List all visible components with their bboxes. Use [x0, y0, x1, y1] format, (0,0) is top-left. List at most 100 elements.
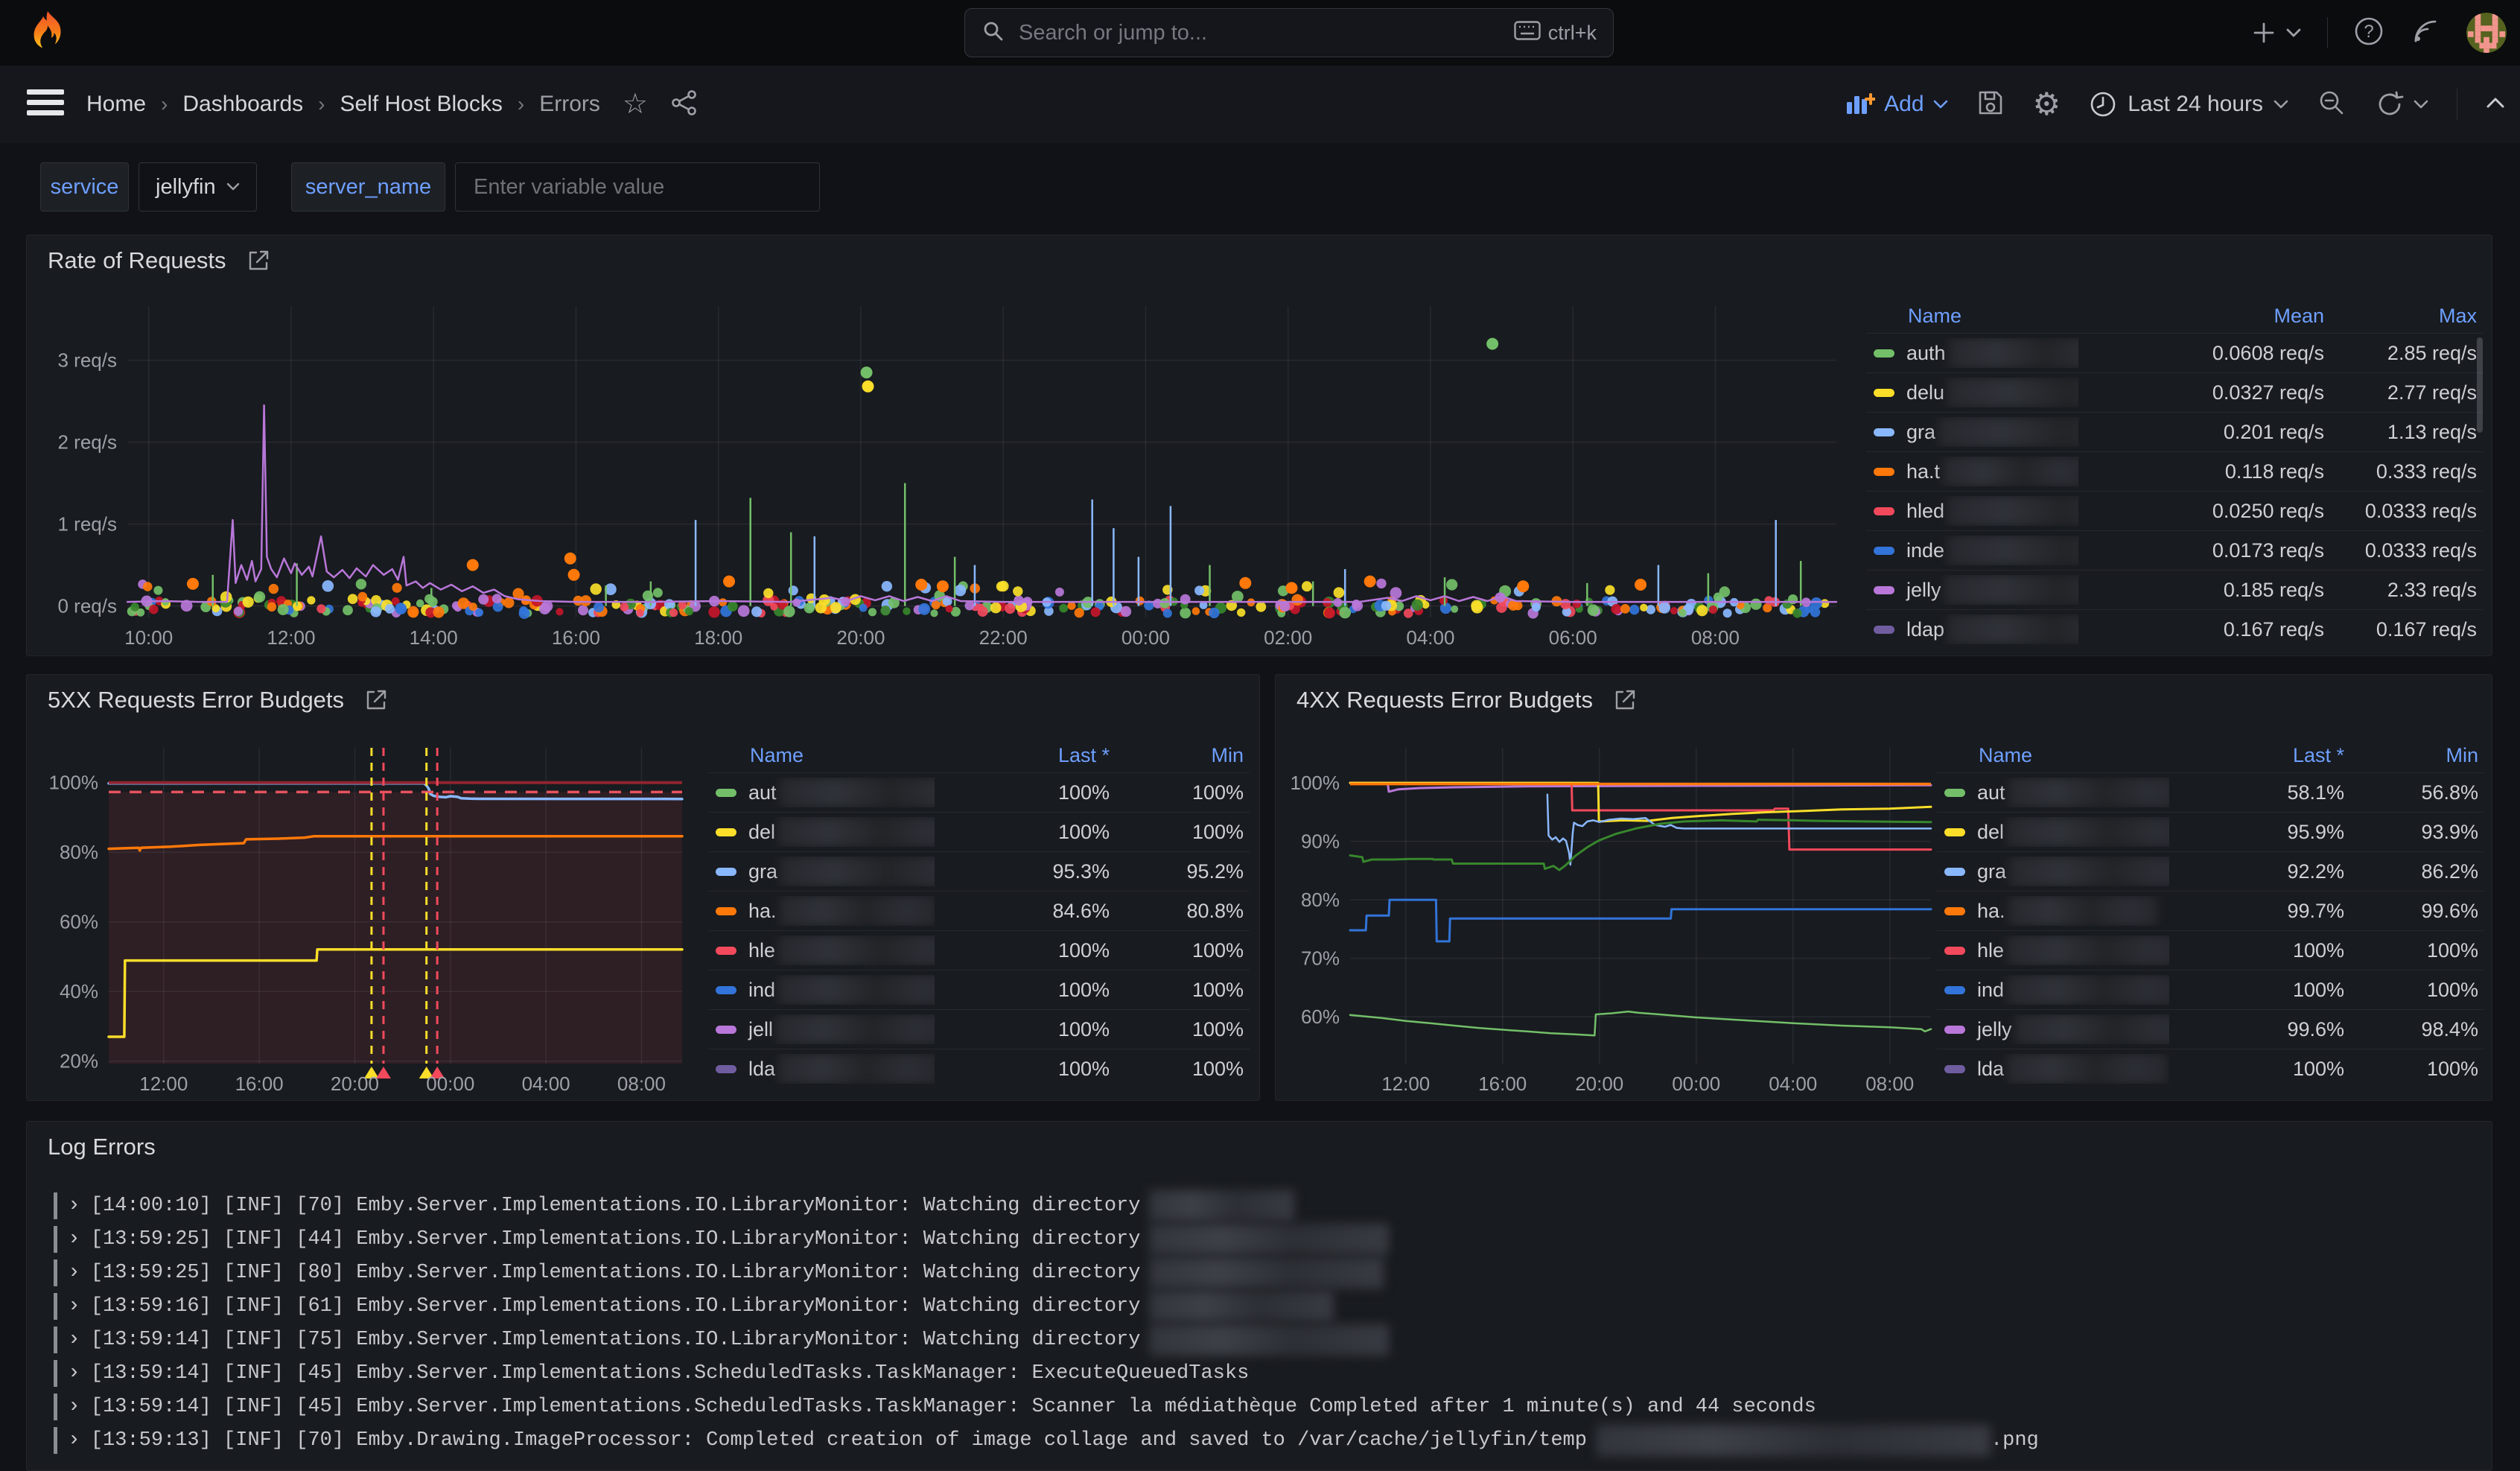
grafana-logo-icon[interactable]	[24, 9, 70, 57]
rate-chart-svg[interactable]: 0 req/s1 req/s2 req/s3 req/s10:0012:0014…	[38, 299, 1844, 649]
log-line[interactable]: ›[13:59:25] [INF] [80] Emby.Server.Imple…	[43, 1256, 2484, 1289]
legend-series-name[interactable]: auth	[1866, 338, 2078, 368]
legend-series-name[interactable]: jelly	[1866, 575, 2078, 605]
legend-series-name[interactable]: lda	[1937, 1054, 2169, 1084]
log-line[interactable]: ›[13:59:13] [INF] [70] Emby.Drawing.Imag…	[43, 1423, 2484, 1457]
user-avatar[interactable]	[2466, 13, 2507, 53]
legend-row[interactable]: ha.99.7%99.6%	[1937, 891, 2484, 930]
news-button[interactable]	[2410, 16, 2441, 51]
breadcrumb-folder[interactable]: Self Host Blocks	[340, 92, 502, 117]
legend-series-name[interactable]: ind	[1937, 975, 2169, 1005]
legend-series-name[interactable]: ha.	[1937, 896, 2169, 926]
legend-header-name[interactable]: Name	[708, 744, 935, 767]
dashboard-settings-button[interactable]: ⚙	[2033, 89, 2061, 120]
external-link-icon[interactable]	[363, 687, 389, 713]
legend-series-name[interactable]: del	[708, 817, 935, 847]
legend-header-name[interactable]: Name	[1937, 744, 2169, 767]
4xx-error-budgets-chart[interactable]: 60%70%80%90%100%12:0016:0020:0000:0004:0…	[1283, 727, 1938, 1099]
log-expand-chevron-icon[interactable]: ›	[68, 1395, 80, 1418]
legend-row[interactable]: jell100%100%	[708, 1009, 1250, 1049]
legend-series-name[interactable]: ldap	[1866, 614, 2078, 644]
refresh-button[interactable]	[2375, 89, 2428, 119]
share-button[interactable]	[670, 89, 699, 121]
legend-row[interactable]: ha.84.6%80.8%	[708, 891, 1250, 930]
err4xx-chart-svg[interactable]: 60%70%80%90%100%12:0016:0020:0000:0004:0…	[1283, 727, 1938, 1099]
legend-row[interactable]: gra0.201 req/s1.13 req/s	[1866, 412, 2483, 451]
legend-header-col2[interactable]: Last *	[935, 744, 1110, 767]
global-search[interactable]: ctrl+k	[964, 8, 1614, 57]
panel-title-rate[interactable]: Rate of Requests	[48, 247, 226, 274]
legend-series-name[interactable]: delu	[1866, 378, 2078, 407]
legend-series-name[interactable]: inde	[1866, 536, 2078, 565]
legend-series-name[interactable]: ha.	[708, 896, 935, 926]
legend-row[interactable]: hle100%100%	[708, 930, 1250, 970]
legend-series-name[interactable]: ha.t	[1866, 457, 2078, 486]
zoom-out-button[interactable]	[2317, 88, 2346, 121]
breadcrumb-dashboards[interactable]: Dashboards	[182, 92, 303, 117]
legend-row[interactable]: ind100%100%	[1937, 970, 2484, 1009]
panel-title-5xx[interactable]: 5XX Requests Error Budgets	[48, 687, 344, 714]
legend-series-name[interactable]: lda	[708, 1054, 935, 1084]
legend-series-name[interactable]: aut	[708, 778, 935, 807]
legend-row[interactable]: auth0.0608 req/s2.85 req/s	[1866, 333, 2483, 372]
legend-header-col3[interactable]: Max	[2324, 305, 2477, 328]
legend-series-name[interactable]: jell	[708, 1014, 935, 1044]
legend-series-name[interactable]: gra	[708, 857, 935, 886]
log-expand-chevron-icon[interactable]: ›	[68, 1194, 80, 1217]
rate-of-requests-chart[interactable]: 0 req/s1 req/s2 req/s3 req/s10:0012:0014…	[38, 299, 1844, 649]
legend-row[interactable]: del100%100%	[708, 812, 1250, 851]
legend-series-name[interactable]: ind	[708, 975, 935, 1005]
legend-row[interactable]: ind100%100%	[708, 970, 1250, 1009]
log-expand-chevron-icon[interactable]: ›	[68, 1261, 80, 1284]
legend-scrollbar[interactable]	[2477, 337, 2483, 433]
legend-header-col2[interactable]: Last *	[2169, 744, 2344, 767]
legend-series-name[interactable]: hle	[1937, 935, 2169, 965]
log-line[interactable]: ›[13:59:14] [INF] [75] Emby.Server.Imple…	[43, 1323, 2484, 1356]
legend-series-name[interactable]: jelly	[1937, 1014, 2169, 1044]
legend-series-name[interactable]: gra	[1937, 857, 2169, 886]
legend-series-name[interactable]: del	[1937, 817, 2169, 847]
log-expand-chevron-icon[interactable]: ›	[68, 1429, 80, 1452]
add-button[interactable]: Add	[1845, 92, 1947, 117]
legend-row[interactable]: gra92.2%86.2%	[1937, 851, 2484, 891]
search-input[interactable]	[1017, 20, 1502, 46]
log-line[interactable]: ›[13:59:14] [INF] [45] Emby.Server.Imple…	[43, 1356, 2484, 1390]
legend-row[interactable]: hle100%100%	[1937, 930, 2484, 970]
collapse-header-button[interactable]	[2486, 97, 2505, 112]
variable-service-value-dropdown[interactable]: jellyfin	[139, 162, 257, 212]
legend-series-name[interactable]: hle	[708, 935, 935, 965]
panel-title-4xx[interactable]: 4XX Requests Error Budgets	[1296, 687, 1593, 714]
legend-row[interactable]: hled0.0250 req/s0.0333 req/s	[1866, 491, 2483, 530]
new-dashboard-button[interactable]	[2251, 20, 2302, 45]
legend-row[interactable]: ldap0.167 req/s0.167 req/s	[1866, 609, 2483, 649]
variable-server-name-input[interactable]	[472, 174, 803, 200]
legend-row[interactable]: delu0.0327 req/s2.77 req/s	[1866, 372, 2483, 412]
log-line[interactable]: ›[13:59:14] [INF] [45] Emby.Server.Imple…	[43, 1390, 2484, 1423]
legend-series-name[interactable]: aut	[1937, 778, 2169, 807]
breadcrumb-home[interactable]: Home	[86, 92, 146, 117]
legend-row[interactable]: jelly99.6%98.4%	[1937, 1009, 2484, 1049]
external-link-icon[interactable]	[246, 248, 271, 273]
panel-title-logs[interactable]: Log Errors	[48, 1134, 156, 1160]
log-expand-chevron-icon[interactable]: ›	[68, 1227, 80, 1251]
legend-row[interactable]: del95.9%93.9%	[1937, 812, 2484, 851]
legend-row[interactable]: jelly0.185 req/s2.33 req/s	[1866, 570, 2483, 609]
external-link-icon[interactable]	[1612, 687, 1638, 713]
log-expand-chevron-icon[interactable]: ›	[68, 1362, 80, 1385]
help-button[interactable]: ?	[2353, 16, 2384, 51]
time-range-picker[interactable]: Last 24 hours	[2089, 90, 2288, 118]
log-line[interactable]: ›[13:59:25] [INF] [44] Emby.Server.Imple…	[43, 1222, 2484, 1256]
legend-header-name[interactable]: Name	[1866, 305, 2078, 328]
legend-row[interactable]: inde0.0173 req/s0.0333 req/s	[1866, 530, 2483, 570]
legend-header-col3[interactable]: Min	[1110, 744, 1244, 767]
legend-row[interactable]: aut100%100%	[708, 772, 1250, 812]
legend-row[interactable]: lda100%100%	[1937, 1049, 2484, 1088]
save-dashboard-button[interactable]	[1976, 89, 2005, 121]
legend-header-col2[interactable]: Mean	[2078, 305, 2324, 328]
legend-series-name[interactable]: hled	[1866, 496, 2078, 526]
menu-button[interactable]	[27, 89, 64, 120]
log-expand-chevron-icon[interactable]: ›	[68, 1328, 80, 1351]
legend-row[interactable]: ha.t0.118 req/s0.333 req/s	[1866, 451, 2483, 491]
legend-row[interactable]: lda100%100%	[708, 1049, 1250, 1088]
log-expand-chevron-icon[interactable]: ›	[68, 1294, 80, 1318]
